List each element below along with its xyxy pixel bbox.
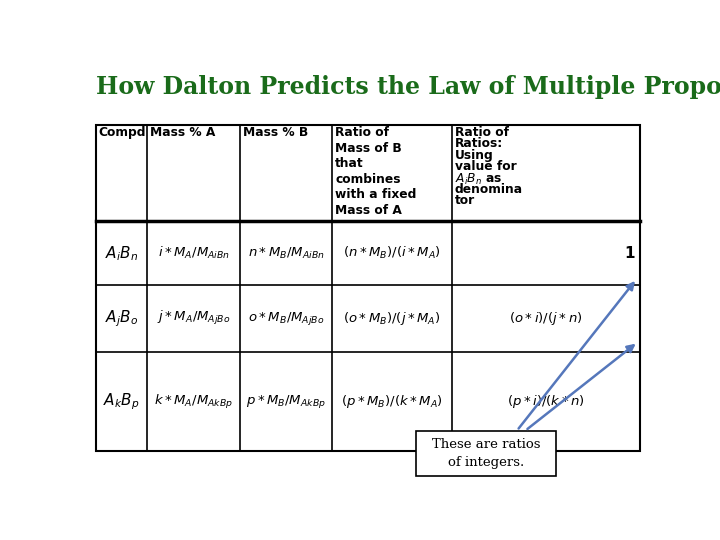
Text: denomina: denomina <box>455 183 523 196</box>
Text: $(o*M_B)/(j*M_A)$: $(o*M_B)/(j*M_A)$ <box>343 310 441 327</box>
Text: $(p*M_B)/(k*M_A)$: $(p*M_B)/(k*M_A)$ <box>341 393 443 410</box>
Text: $(o*i)/(j*n)$: $(o*i)/(j*n)$ <box>509 310 582 327</box>
Text: 1: 1 <box>625 246 635 261</box>
Text: $(n*M_B)/(i*M_A)$: $(n*M_B)/(i*M_A)$ <box>343 245 441 261</box>
Text: $p*M_B/M_{AkBp}$: $p*M_B/M_{AkBp}$ <box>246 393 326 410</box>
Text: $A_iB_n$ as: $A_iB_n$ as <box>455 171 502 186</box>
Text: value for: value for <box>455 160 516 173</box>
Text: $n*M_B/M_{AiBn}$: $n*M_B/M_{AiBn}$ <box>248 246 325 261</box>
Text: Mass % A: Mass % A <box>150 126 215 139</box>
Text: $k*M_A/M_{AkBp}$: $k*M_A/M_{AkBp}$ <box>154 393 233 411</box>
Text: $(p*i)/(k*n)$: $(p*i)/(k*n)$ <box>507 393 585 410</box>
Text: Using: Using <box>455 149 493 162</box>
Text: Compd: Compd <box>99 126 146 139</box>
Text: Mass % B: Mass % B <box>243 126 307 139</box>
Text: Ratio of: Ratio of <box>455 126 509 139</box>
Text: These are ratios
of integers.: These are ratios of integers. <box>432 438 541 469</box>
Text: How Dalton Predicts the Law of Multiple Proportions: How Dalton Predicts the Law of Multiple … <box>96 75 720 99</box>
Text: $A_{j}B_{o}$: $A_{j}B_{o}$ <box>105 308 138 329</box>
Text: Ratio of
Mass of B
that
combines
with a fixed
Mass of A: Ratio of Mass of B that combines with a … <box>335 126 416 217</box>
Text: $A_{i}B_{n}$: $A_{i}B_{n}$ <box>105 244 138 262</box>
Text: tor: tor <box>455 194 475 207</box>
Text: $o*M_B/M_{AjBo}$: $o*M_B/M_{AjBo}$ <box>248 310 324 327</box>
Text: Ratios:: Ratios: <box>455 138 503 151</box>
Text: $A_{k}B_{p}$: $A_{k}B_{p}$ <box>103 392 140 412</box>
Text: $j*M_A/M_{AjBo}$: $j*M_A/M_{AjBo}$ <box>157 309 230 327</box>
Text: $i*M_A/M_{AiBn}$: $i*M_A/M_{AiBn}$ <box>158 245 230 261</box>
